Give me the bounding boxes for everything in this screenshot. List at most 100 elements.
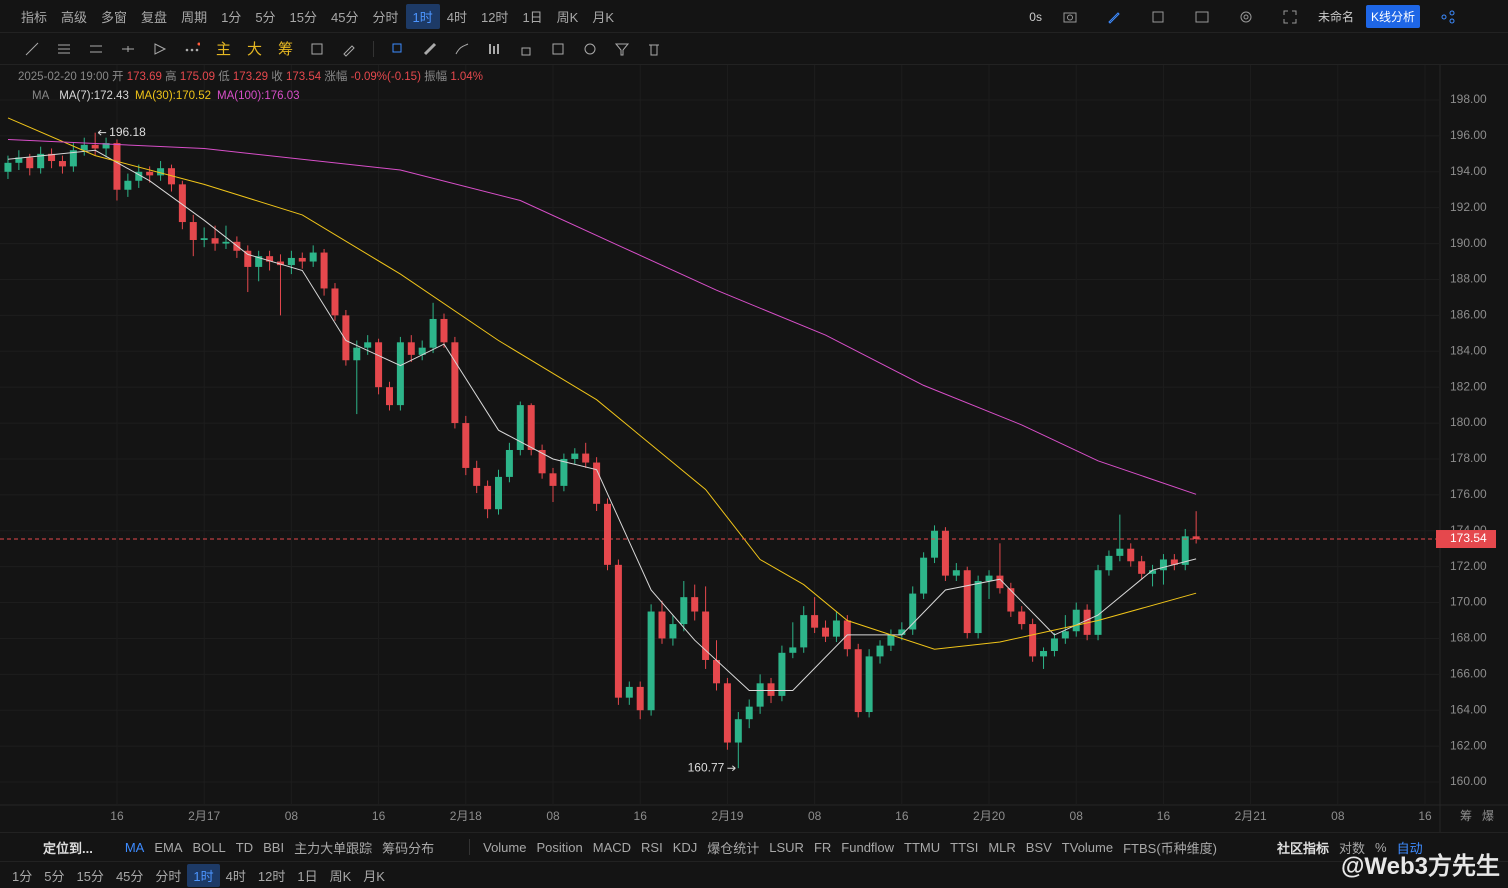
- candle-body: [1181, 536, 1189, 565]
- ruler-tool[interactable]: [422, 41, 438, 57]
- channel-tool[interactable]: [88, 41, 104, 57]
- candle-body: [571, 453, 579, 459]
- community-indicators[interactable]: 社区指标: [1277, 840, 1330, 856]
- pen-icon[interactable]: [1106, 9, 1122, 25]
- period-label[interactable]: 周期: [181, 9, 208, 25]
- sub-indicator[interactable]: 爆仓统计: [707, 840, 760, 856]
- sub-indicator[interactable]: TVolume: [1061, 839, 1114, 855]
- period-button[interactable]: 12时: [480, 9, 509, 25]
- select-tool[interactable]: [390, 41, 406, 57]
- window-icon[interactable]: [1150, 9, 1166, 25]
- sub-indicator[interactable]: FTBS(币种维度): [1123, 840, 1217, 856]
- main-indicator[interactable]: 主力大单跟踪: [294, 840, 373, 856]
- candle-body: [167, 168, 175, 185]
- line-tool[interactable]: [24, 41, 40, 57]
- magnet-tool[interactable]: [582, 41, 598, 57]
- period-button[interactable]: 5分: [255, 9, 276, 25]
- sub-indicator[interactable]: Position: [536, 839, 583, 855]
- toolbar-button[interactable]: 多窗: [101, 9, 128, 25]
- y-tick-label: 192.00: [1450, 200, 1487, 214]
- axis-option[interactable]: 自动: [1396, 840, 1423, 856]
- sub-indicator[interactable]: MACD: [592, 839, 632, 855]
- period-button[interactable]: 1分: [12, 868, 33, 884]
- period-button[interactable]: 12时: [257, 868, 286, 884]
- main-indicator[interactable]: 筹码分布: [382, 840, 435, 856]
- sub-indicator[interactable]: FR: [813, 839, 832, 855]
- period-button[interactable]: 5分: [44, 868, 65, 884]
- candle-body: [1170, 559, 1178, 565]
- candle-body: [58, 161, 66, 167]
- sub-indicator[interactable]: MLR: [988, 839, 1016, 855]
- ma-line: [7, 117, 1197, 650]
- period-button[interactable]: 1时: [405, 3, 440, 29]
- sub-indicator[interactable]: BSV: [1025, 839, 1052, 855]
- delete-tool[interactable]: [646, 41, 662, 57]
- sub-indicator[interactable]: TTMU: [904, 839, 941, 855]
- period-button[interactable]: 15分: [289, 9, 318, 25]
- period-button[interactable]: 月K: [363, 868, 385, 884]
- sub-indicator[interactable]: LSUR: [769, 839, 804, 855]
- period-button[interactable]: 15分: [76, 868, 104, 884]
- main-indicator[interactable]: BOLL: [192, 839, 226, 855]
- mode-button[interactable]: 主: [216, 41, 232, 58]
- note-tool[interactable]: [550, 41, 566, 57]
- sub-indicator[interactable]: RSI: [641, 839, 663, 855]
- candle-body: [211, 238, 219, 244]
- timer[interactable]: 0s: [1029, 9, 1042, 24]
- main-indicator[interactable]: EMA: [154, 839, 183, 855]
- mode-button[interactable]: 筹: [278, 41, 294, 58]
- hlines-tool[interactable]: [56, 41, 72, 57]
- period-button[interactable]: 月K: [592, 9, 615, 25]
- more-tool[interactable]: [184, 41, 200, 57]
- main-indicator[interactable]: MA: [124, 839, 145, 855]
- brush-tool[interactable]: [454, 41, 470, 57]
- candle-body: [396, 342, 404, 406]
- candle-body: [375, 342, 383, 388]
- camera-icon[interactable]: [1062, 9, 1078, 25]
- sub-indicator[interactable]: KDJ: [672, 839, 698, 855]
- period-button[interactable]: 1时: [187, 863, 220, 887]
- period-button[interactable]: 分时: [372, 9, 399, 25]
- period-button[interactable]: 1日: [297, 868, 318, 884]
- axis-option[interactable]: %: [1375, 839, 1387, 855]
- period-button[interactable]: 4时: [446, 9, 467, 25]
- period-button[interactable]: 4时: [225, 868, 246, 884]
- lock-tool[interactable]: [518, 41, 534, 57]
- k-analysis-button[interactable]: K线分析: [1365, 5, 1420, 28]
- period-button[interactable]: 45分: [331, 9, 359, 25]
- image-icon[interactable]: [1194, 9, 1210, 25]
- sub-indicator[interactable]: Fundflow: [841, 839, 895, 855]
- period-button[interactable]: 1日: [522, 9, 543, 25]
- sub-indicator[interactable]: Volume: [483, 839, 527, 855]
- period-button[interactable]: 1分: [221, 9, 242, 25]
- period-button[interactable]: 45分: [115, 868, 144, 884]
- main-indicator[interactable]: BBI: [263, 839, 285, 855]
- layout-name[interactable]: 未命名: [1317, 10, 1354, 24]
- filter-tool[interactable]: [614, 41, 630, 57]
- sub-indicator[interactable]: TTSI: [950, 839, 979, 855]
- toolbar-button[interactable]: 高级: [61, 9, 88, 25]
- locate-button[interactable]: 定位到...: [43, 840, 93, 856]
- pattern-tool[interactable]: [152, 41, 168, 57]
- x-tick-label: 16: [1157, 809, 1171, 823]
- axis-icon: 爆: [1482, 809, 1494, 823]
- main-indicator[interactable]: TD: [235, 839, 254, 855]
- toolbar-button[interactable]: 复盘: [141, 9, 168, 25]
- period-button[interactable]: 分时: [155, 868, 182, 884]
- mode-button[interactable]: 大: [247, 41, 263, 58]
- bars-tool[interactable]: [486, 41, 502, 57]
- settings-icon[interactable]: [1238, 9, 1254, 25]
- erase-tool[interactable]: [341, 41, 357, 57]
- fullscreen-icon[interactable]: [1282, 9, 1298, 25]
- candle-body: [364, 342, 372, 348]
- axis-option[interactable]: 对数: [1339, 840, 1366, 856]
- y-tick-label: 160.00: [1450, 774, 1487, 788]
- hline-tool[interactable]: [120, 41, 136, 57]
- sync-tool[interactable]: [309, 41, 325, 57]
- toolbar-button[interactable]: 指标: [21, 9, 48, 25]
- share-icon[interactable]: [1440, 9, 1456, 25]
- period-button[interactable]: 周K: [556, 9, 579, 25]
- candle-body: [494, 476, 502, 510]
- period-button[interactable]: 周K: [329, 868, 352, 884]
- ma-value: 176.03: [264, 90, 300, 102]
